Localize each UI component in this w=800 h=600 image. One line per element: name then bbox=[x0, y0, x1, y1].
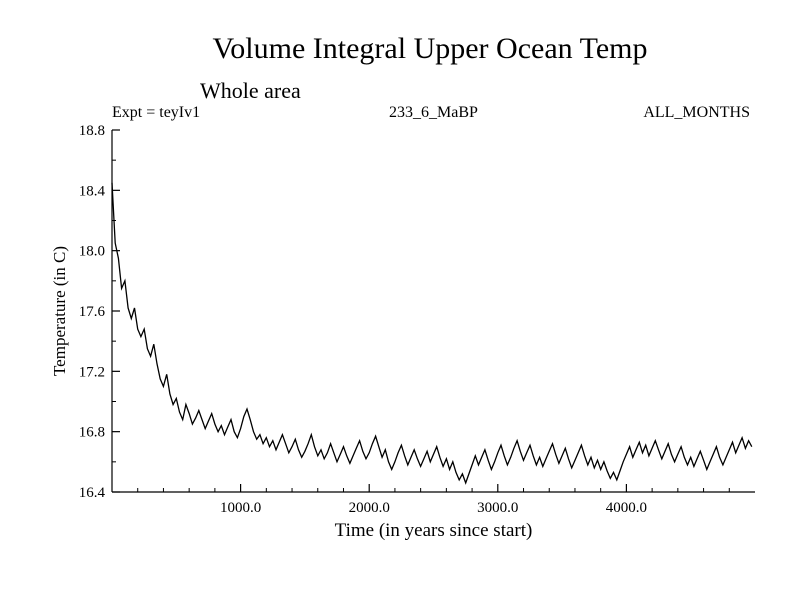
x-tick-label: 1000.0 bbox=[220, 500, 261, 516]
temperature-line bbox=[111, 182, 753, 485]
y-tick-label: 17.2 bbox=[79, 364, 105, 380]
chart-title: Volume Integral Upper Ocean Temp bbox=[212, 32, 648, 65]
months-label: ALL_MONTHS bbox=[643, 104, 750, 121]
x-tick-label: 2000.0 bbox=[349, 500, 390, 516]
x-tick-label: 4000.0 bbox=[606, 500, 647, 516]
y-tick-label: 16.8 bbox=[79, 425, 105, 441]
y-tick-label: 18.4 bbox=[79, 183, 106, 199]
experiment-label: Expt = teyIv1 bbox=[112, 104, 201, 121]
x-axis-title: Time (in years since start) bbox=[334, 520, 533, 541]
y-tick-label: 17.6 bbox=[79, 304, 106, 320]
chart-subtitle: Whole area bbox=[200, 78, 301, 103]
x-tick-label: 3000.0 bbox=[477, 500, 518, 516]
y-tick-label: 18.0 bbox=[79, 244, 105, 260]
y-tick-label: 18.8 bbox=[79, 123, 105, 139]
dataset-label: 233_6_MaBP bbox=[389, 104, 478, 121]
y-tick-label: 16.4 bbox=[79, 485, 106, 501]
